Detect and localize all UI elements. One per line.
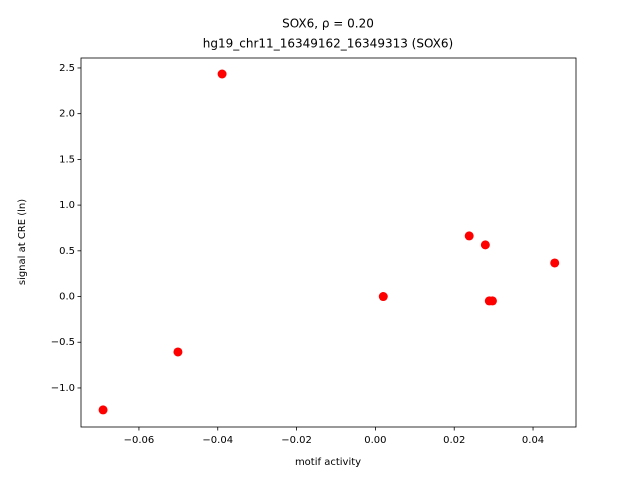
scatter-point: [378, 292, 388, 302]
x-tick-label: 0.02: [443, 435, 465, 446]
y-tick-label: 2.5: [59, 63, 75, 74]
chart-title: SOX6, ρ = 0.20: [282, 17, 374, 31]
x-tick-label: 0.04: [522, 435, 544, 446]
scatter-point: [487, 296, 497, 306]
scatter-point: [217, 69, 227, 79]
x-tick-label: −0.02: [281, 435, 312, 446]
scatter-point: [464, 231, 474, 241]
x-tick-label: −0.06: [124, 435, 155, 446]
y-tick-label: 2.0: [59, 109, 75, 120]
chart-subtitle: hg19_chr11_16349162_16349313 (SOX6): [203, 37, 453, 51]
scatter-point: [480, 240, 490, 250]
y-tick-label: 0.5: [59, 246, 75, 257]
scatter-point: [550, 258, 560, 268]
x-tick-label: −0.04: [202, 435, 233, 446]
scatter-point: [98, 405, 108, 415]
scatter-point: [173, 347, 183, 357]
y-tick-label: −1.0: [51, 383, 75, 394]
axes-frame: [80, 57, 577, 428]
y-tick-label: −0.5: [51, 337, 75, 348]
y-axis-label: signal at CRE (ln): [17, 199, 28, 285]
y-tick-label: 1.5: [59, 154, 75, 165]
y-tick-label: 1.0: [59, 200, 75, 211]
x-axis-label: motif activity: [295, 457, 361, 468]
x-tick-label: 0.00: [364, 435, 386, 446]
y-tick-label: 0.0: [59, 292, 75, 303]
